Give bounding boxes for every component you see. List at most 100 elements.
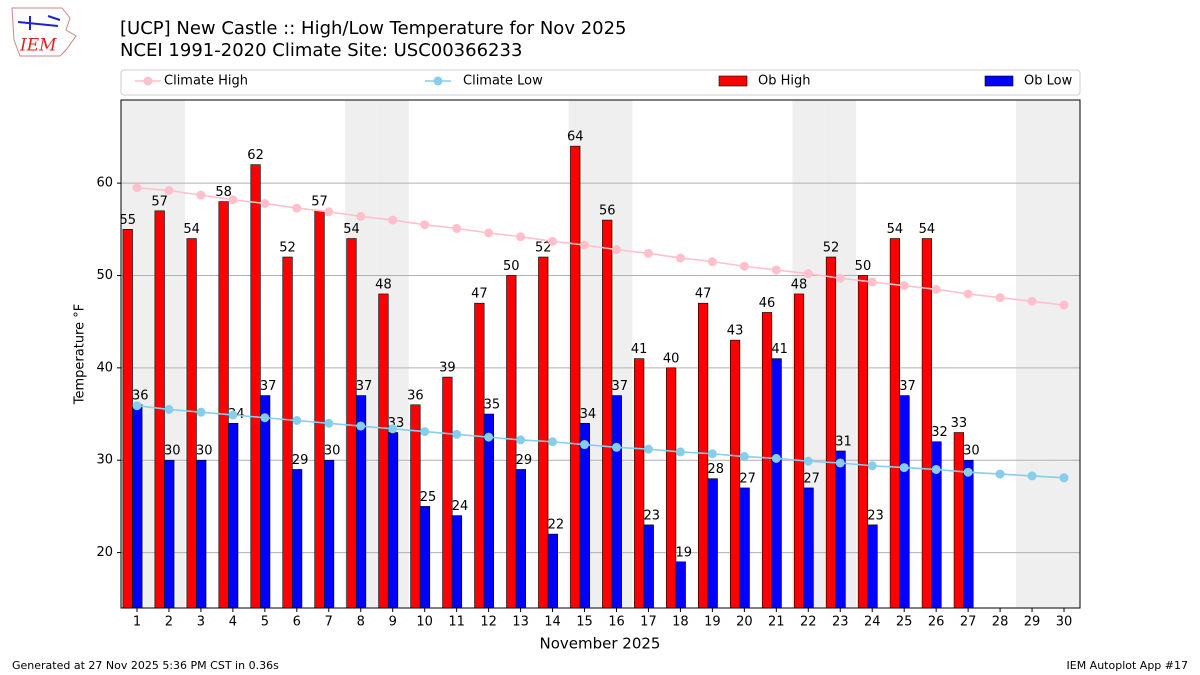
point: [707, 449, 717, 459]
weekend-shade: [1048, 100, 1080, 608]
x-tick-label: 13: [512, 615, 529, 630]
data-label: 30: [963, 444, 980, 459]
data-label: 48: [375, 277, 392, 292]
data-label: 25: [420, 490, 437, 505]
point: [739, 261, 749, 271]
point: [707, 257, 717, 267]
point: [324, 207, 334, 217]
point: [1059, 473, 1069, 483]
legend-label: Ob High: [758, 74, 811, 89]
point: [324, 418, 334, 428]
x-axis-label: November 2025: [540, 635, 661, 653]
point: [228, 195, 238, 205]
data-label: 37: [899, 379, 916, 394]
data-label: 55: [119, 213, 136, 228]
x-tick-label: 23: [832, 615, 849, 630]
data-label: 29: [516, 453, 533, 468]
point: [771, 265, 781, 275]
point: [548, 236, 558, 246]
point: [132, 183, 142, 193]
point: [739, 452, 749, 462]
bar: [634, 358, 645, 609]
bar: [164, 459, 175, 609]
x-tick-label: 1: [133, 615, 141, 630]
data-label: 30: [324, 444, 341, 459]
bar: [921, 238, 932, 609]
bar: [260, 395, 271, 609]
data-label: 41: [631, 342, 648, 357]
data-label: 52: [823, 241, 840, 256]
bar: [835, 450, 846, 609]
y-tick-label: 60: [96, 176, 113, 191]
data-label: 23: [867, 508, 884, 523]
point: [260, 413, 270, 423]
point: [452, 429, 462, 439]
data-label: 52: [279, 241, 296, 256]
x-tick-label: 11: [448, 615, 465, 630]
data-label: 40: [663, 351, 680, 366]
data-label: 19: [675, 545, 692, 560]
data-label: 54: [919, 222, 936, 237]
bar: [611, 395, 622, 609]
bar: [698, 302, 709, 609]
point: [643, 444, 653, 454]
point: [164, 404, 174, 414]
data-label: 47: [471, 287, 488, 302]
data-label: 58: [215, 185, 232, 200]
point: [164, 186, 174, 196]
data-label: 54: [887, 222, 904, 237]
bar: [675, 561, 686, 609]
bar: [196, 459, 207, 609]
bar: [324, 459, 335, 609]
bar: [314, 210, 325, 609]
footer-right: IEM Autoplot App #17: [1067, 659, 1189, 672]
x-tick-label: 15: [576, 615, 593, 630]
data-label: 28: [707, 462, 724, 477]
point: [675, 253, 685, 263]
y-axis-label: Temperature °F: [73, 304, 88, 405]
bar: [570, 145, 581, 609]
data-label: 52: [535, 241, 552, 256]
bar: [643, 524, 654, 609]
bar: [506, 275, 517, 609]
x-tick-label: 6: [293, 615, 301, 630]
data-label: 46: [759, 296, 776, 311]
x-tick-label: 10: [416, 615, 433, 630]
data-label: 22: [548, 518, 565, 533]
x-tick-label: 28: [992, 615, 1009, 630]
point: [196, 190, 206, 200]
x-tick-label: 4: [229, 615, 237, 630]
data-label: 62: [247, 148, 264, 163]
legend-swatch: [143, 76, 153, 86]
point: [963, 289, 973, 299]
legend-swatch: [984, 75, 1014, 87]
weekend-shade: [1016, 100, 1049, 608]
point: [931, 284, 941, 294]
bar: [387, 432, 399, 609]
bar: [228, 422, 239, 609]
bar: [602, 219, 613, 609]
point: [899, 463, 909, 473]
data-label: 57: [311, 194, 328, 209]
bar: [419, 506, 431, 609]
bar: [132, 404, 143, 609]
x-tick-label: 21: [768, 615, 785, 630]
bar: [515, 469, 526, 609]
data-label: 57: [151, 194, 168, 209]
data-label: 54: [183, 222, 200, 237]
y-tick-label: 50: [96, 268, 113, 283]
data-label: 29: [292, 453, 309, 468]
data-label: 33: [951, 416, 968, 431]
data-label: 43: [727, 324, 744, 339]
point: [484, 228, 494, 238]
x-tick-label: 8: [357, 615, 365, 630]
point: [963, 467, 973, 477]
point: [356, 421, 366, 431]
bar: [186, 238, 197, 609]
logo: IEM: [11, 7, 77, 57]
data-label: 27: [739, 471, 756, 486]
data-label: 37: [356, 379, 373, 394]
data-label: 24: [452, 499, 469, 514]
data-label: 30: [164, 444, 181, 459]
